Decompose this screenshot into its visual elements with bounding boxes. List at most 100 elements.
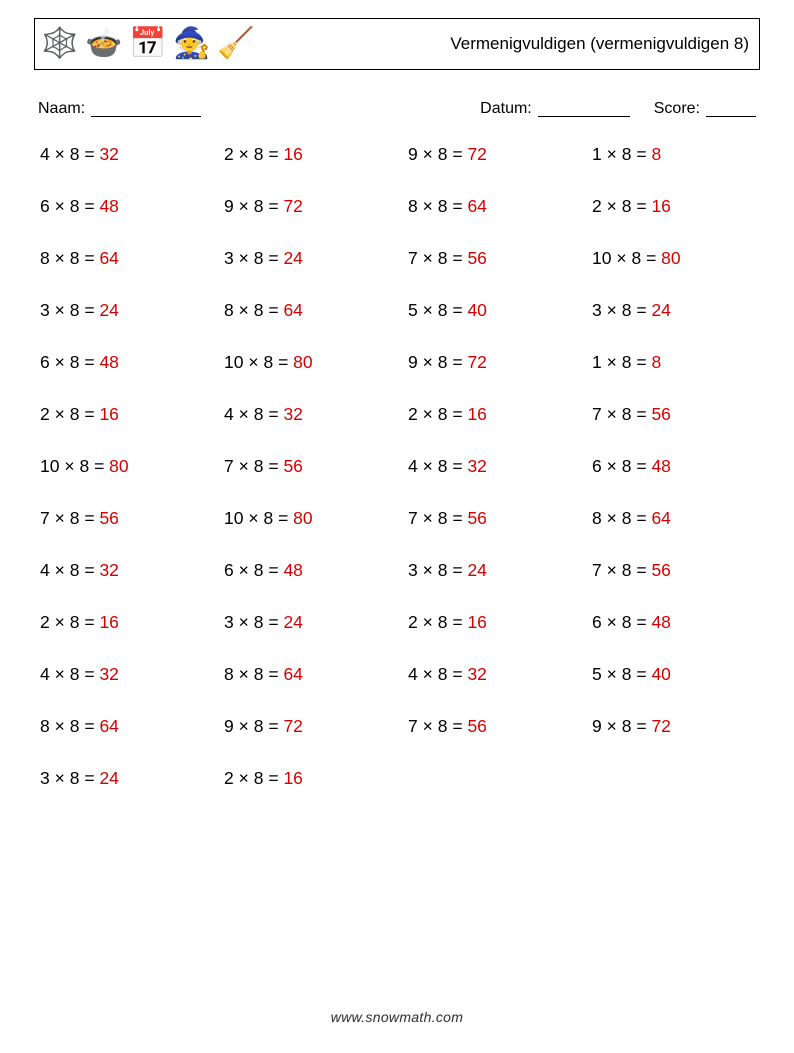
operator: × xyxy=(423,300,433,320)
answer: 8 xyxy=(651,352,661,372)
operand-b: 8 xyxy=(438,716,448,736)
operand-b: 8 xyxy=(70,196,80,216)
operand-a: 9 xyxy=(224,716,234,736)
operand-a: 3 xyxy=(408,560,418,580)
operator: × xyxy=(607,664,617,684)
problem-cell: 8 × 8 = 64 xyxy=(402,196,576,217)
answer: 16 xyxy=(651,196,670,216)
problem-cell: 3 × 8 = 24 xyxy=(218,612,392,633)
equals: = xyxy=(84,664,94,684)
operand-b: 8 xyxy=(622,196,632,216)
operator: × xyxy=(55,560,65,580)
operator: × xyxy=(239,300,249,320)
operand-b: 8 xyxy=(254,248,264,268)
equals: = xyxy=(636,456,646,476)
equals: = xyxy=(636,352,646,372)
operand-b: 8 xyxy=(70,508,80,528)
operator: × xyxy=(55,716,65,736)
equals: = xyxy=(268,768,278,788)
operand-b: 8 xyxy=(622,352,632,372)
operand-b: 8 xyxy=(70,664,80,684)
equals: = xyxy=(636,664,646,684)
operand-b: 8 xyxy=(70,404,80,424)
problem-cell: 4 × 8 = 32 xyxy=(34,560,208,581)
operand-b: 8 xyxy=(254,664,264,684)
operand-a: 3 xyxy=(224,248,234,268)
score-blank[interactable] xyxy=(706,100,756,117)
equals: = xyxy=(278,352,288,372)
operator: × xyxy=(248,352,258,372)
spiderweb-icon: 🕸️ xyxy=(41,26,77,62)
operand-b: 8 xyxy=(79,456,89,476)
answer: 32 xyxy=(99,560,118,580)
date-blank[interactable] xyxy=(538,100,630,117)
operand-a: 2 xyxy=(40,612,50,632)
equals: = xyxy=(84,404,94,424)
problem-cell: 8 × 8 = 64 xyxy=(34,248,208,269)
operator: × xyxy=(423,612,433,632)
equals: = xyxy=(94,456,104,476)
problem-cell: 10 × 8 = 80 xyxy=(34,456,208,477)
answer: 56 xyxy=(651,404,670,424)
operand-a: 4 xyxy=(40,560,50,580)
operator: × xyxy=(239,664,249,684)
problems-grid: 4 × 8 = 322 × 8 = 169 × 8 = 721 × 8 = 86… xyxy=(34,144,760,789)
equals: = xyxy=(84,560,94,580)
operand-b: 8 xyxy=(622,404,632,424)
operand-b: 8 xyxy=(438,196,448,216)
operator: × xyxy=(423,404,433,424)
answer: 48 xyxy=(651,612,670,632)
operand-b: 8 xyxy=(70,612,80,632)
equals: = xyxy=(452,456,462,476)
operand-b: 8 xyxy=(622,560,632,580)
answer: 24 xyxy=(651,300,670,320)
operand-a: 7 xyxy=(40,508,50,528)
problem-cell: 7 × 8 = 56 xyxy=(218,456,392,477)
meta-row: Naam: Datum: Score: xyxy=(38,100,756,118)
equals: = xyxy=(268,300,278,320)
operator: × xyxy=(423,196,433,216)
answer: 16 xyxy=(99,404,118,424)
score-label: Score: xyxy=(654,100,700,118)
equals: = xyxy=(452,716,462,736)
problem-cell: 2 × 8 = 16 xyxy=(218,144,392,165)
operand-b: 8 xyxy=(254,560,264,580)
name-blank[interactable] xyxy=(91,100,201,117)
problem-cell: 6 × 8 = 48 xyxy=(586,456,760,477)
header-icons-row: 🕸️ 🍲 📅 🧙 🧹 xyxy=(41,26,253,62)
operand-a: 4 xyxy=(40,664,50,684)
operator: × xyxy=(239,196,249,216)
operand-a: 7 xyxy=(592,560,602,580)
operator: × xyxy=(55,196,65,216)
header-box: 🕸️ 🍲 📅 🧙 🧹 Vermenigvuldigen (vermenigvul… xyxy=(34,18,760,70)
operand-a: 2 xyxy=(408,404,418,424)
problem-cell: 9 × 8 = 72 xyxy=(218,716,392,737)
operand-b: 8 xyxy=(622,664,632,684)
equals: = xyxy=(452,560,462,580)
answer: 24 xyxy=(99,300,118,320)
problem-cell: 5 × 8 = 40 xyxy=(586,664,760,685)
operand-a: 3 xyxy=(592,300,602,320)
equals: = xyxy=(452,352,462,372)
name-label: Naam: xyxy=(38,100,85,118)
calendar-icon: 📅 xyxy=(129,26,165,62)
operator: × xyxy=(607,612,617,632)
operator: × xyxy=(55,768,65,788)
answer: 32 xyxy=(99,664,118,684)
operator: × xyxy=(423,352,433,372)
equals: = xyxy=(268,196,278,216)
problem-cell: 6 × 8 = 48 xyxy=(218,560,392,581)
equals: = xyxy=(452,144,462,164)
operator: × xyxy=(607,144,617,164)
equals: = xyxy=(84,196,94,216)
problem-cell: 4 × 8 = 32 xyxy=(34,664,208,685)
problem-cell: 8 × 8 = 64 xyxy=(218,664,392,685)
equals: = xyxy=(452,248,462,268)
operand-b: 8 xyxy=(438,144,448,164)
broom-icon: 🧹 xyxy=(217,26,253,62)
answer: 16 xyxy=(283,768,302,788)
operand-b: 8 xyxy=(438,404,448,424)
answer: 24 xyxy=(99,768,118,788)
problem-cell: 7 × 8 = 56 xyxy=(402,248,576,269)
operand-b: 8 xyxy=(254,196,264,216)
